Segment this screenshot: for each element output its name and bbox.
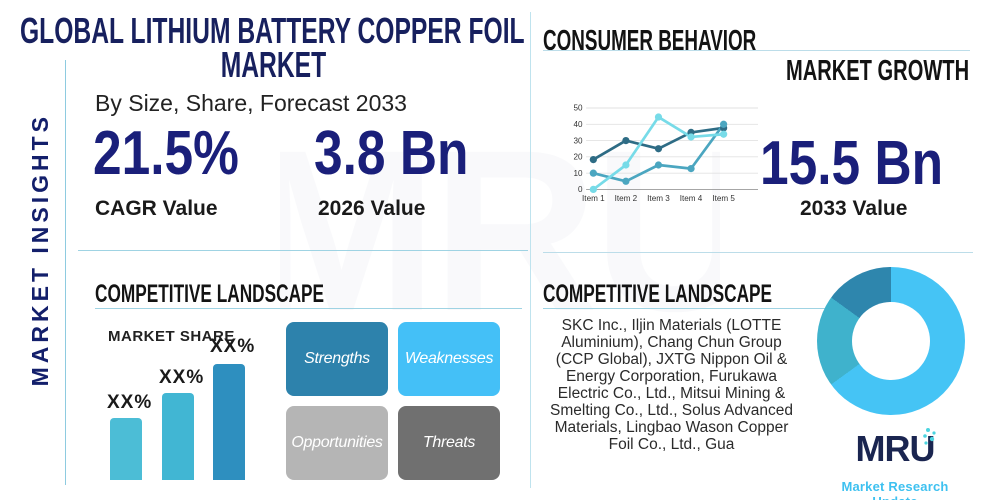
svg-text:20: 20 bbox=[573, 153, 583, 162]
svg-text:0: 0 bbox=[578, 185, 583, 194]
svg-text:30: 30 bbox=[573, 136, 583, 145]
svg-text:10: 10 bbox=[573, 169, 583, 178]
svg-text:Item 2: Item 2 bbox=[615, 194, 638, 203]
svg-text:40: 40 bbox=[573, 120, 583, 129]
svg-text:50: 50 bbox=[573, 104, 583, 113]
svg-text:Item 5: Item 5 bbox=[712, 194, 735, 203]
svg-text:Item 3: Item 3 bbox=[647, 194, 670, 203]
svg-text:Item 1: Item 1 bbox=[582, 194, 605, 203]
svg-text:MRU: MRU bbox=[856, 428, 935, 469]
svg-text:Item 4: Item 4 bbox=[680, 194, 703, 203]
